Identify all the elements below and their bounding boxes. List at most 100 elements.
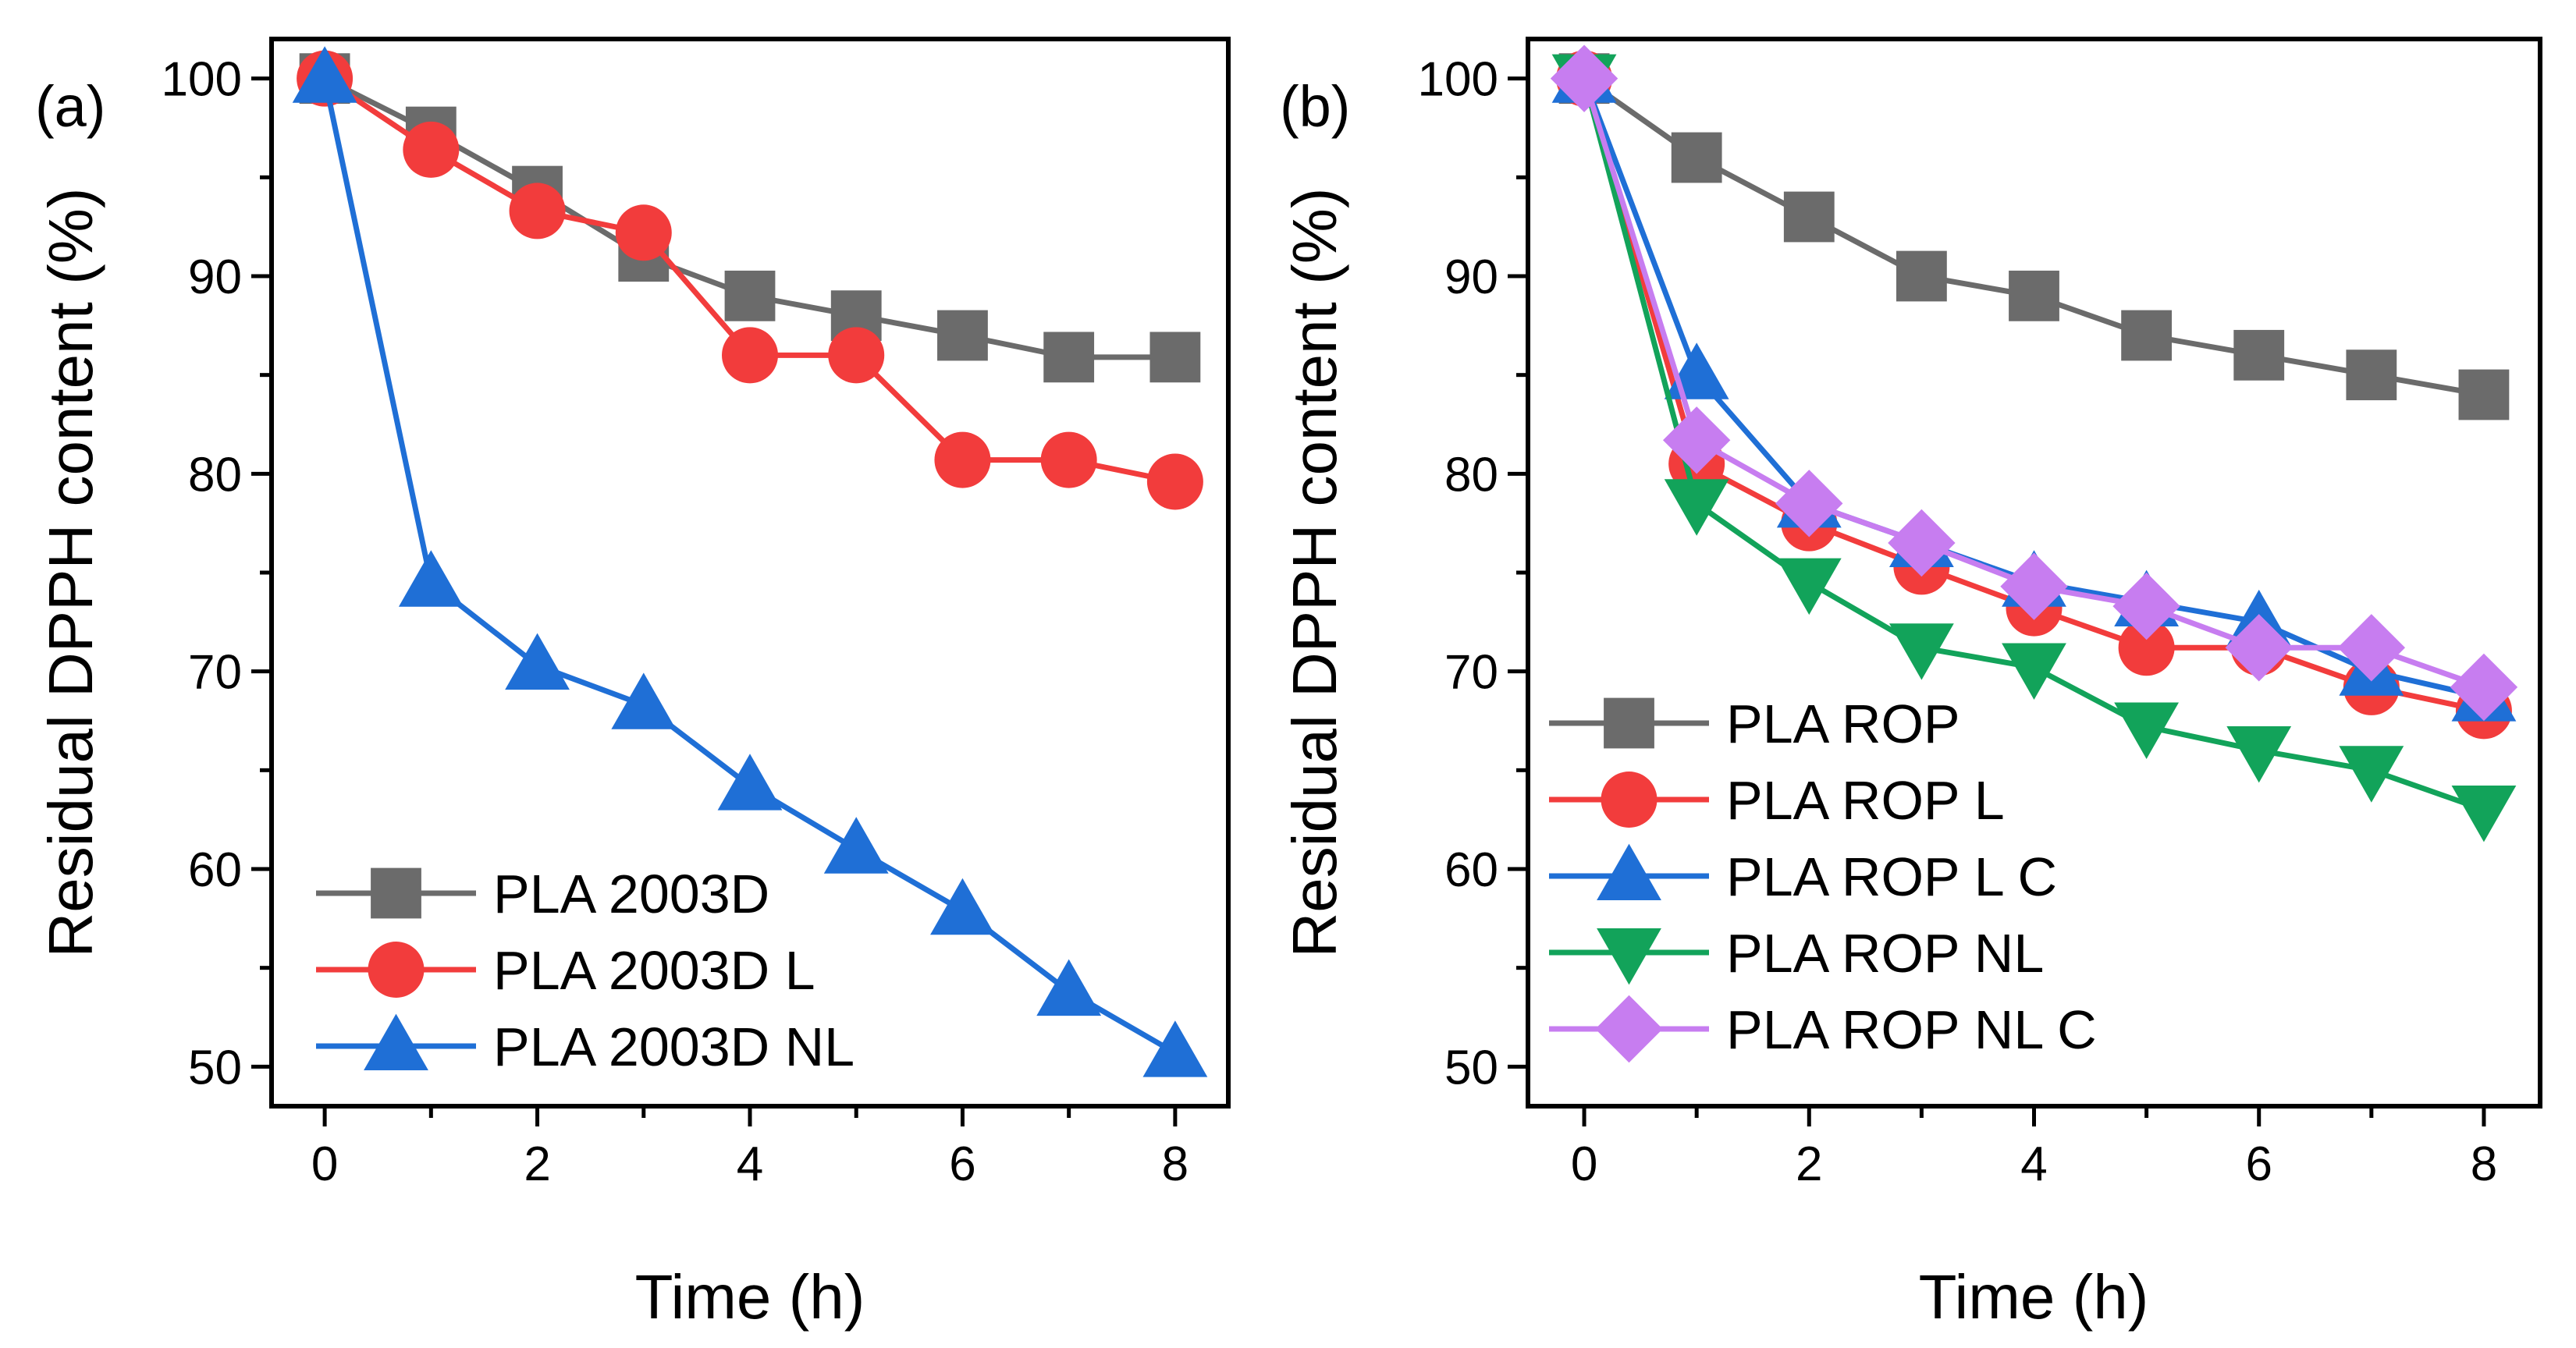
panel-label-a: (a) <box>35 74 105 139</box>
legend-label-b-3: PLA ROP NL <box>1726 923 2044 984</box>
y-tick-label: 70 <box>188 646 242 700</box>
y-axis-label-a: Residual DPPH content (%) <box>36 187 105 957</box>
data-point-b-4-3 <box>1888 509 1956 577</box>
x-tick-label: 8 <box>1162 1137 1189 1191</box>
data-point-a-0-7 <box>1043 332 1095 383</box>
y-axis-label-b: Residual DPPH content (%) <box>1280 187 1349 957</box>
panel-label-b: (b) <box>1280 74 1350 139</box>
legend-marker-b-3 <box>1597 928 1661 985</box>
x-tick-label: 6 <box>949 1137 975 1191</box>
data-point-a-2-5 <box>823 817 889 874</box>
x-tick-label: 4 <box>737 1137 763 1191</box>
x-axis-label-b: Time (h) <box>1919 1262 2149 1332</box>
legend-label-b-2: PLA ROP L C <box>1726 846 2057 907</box>
y-tick-label: 90 <box>1444 250 1498 304</box>
y-tick-label: 50 <box>188 1041 242 1094</box>
x-tick-label: 6 <box>2245 1137 2272 1191</box>
legend-marker-a-2 <box>364 1013 428 1071</box>
legend-a: PLA 2003D PLA 2003D L PLA 2003D NL <box>316 864 855 1077</box>
data-point-b-4-8 <box>2450 653 2518 722</box>
data-point-b-4-1 <box>1662 406 1731 474</box>
data-point-b-3-8 <box>2451 785 2517 842</box>
axes-ticks-a: 0 2 4 6 8 50 60 70 80 90 100 <box>162 53 1189 1191</box>
x-tick-label: 8 <box>2471 1137 2497 1191</box>
data-point-b-3-2 <box>1776 558 1842 615</box>
x-tick-label: 2 <box>524 1137 550 1191</box>
data-point-a-2-4 <box>717 754 783 811</box>
data-point-a-2-1 <box>398 550 464 607</box>
data-point-b-0-8 <box>2458 369 2510 420</box>
data-point-b-0-7 <box>2346 349 2397 401</box>
data-point-b-3-1 <box>1664 479 1729 536</box>
x-tick-label: 2 <box>1796 1137 1822 1191</box>
data-point-b-3-5 <box>2114 702 2180 759</box>
series-line-b-0 <box>1583 76 2485 398</box>
x-axis-label-a: Time (h) <box>635 1262 865 1332</box>
data-point-a-2-2 <box>505 633 570 690</box>
data-point-a-2-3 <box>611 672 677 729</box>
legend-marker-b-0 <box>1604 697 1654 749</box>
data-point-a-2-6 <box>930 878 995 935</box>
data-point-b-4-6 <box>2225 614 2293 682</box>
y-tick-label: 80 <box>1444 448 1498 502</box>
data-point-b-4-7 <box>2337 614 2406 682</box>
data-point-b-0-5 <box>2121 310 2173 361</box>
data-point-b-1-5 <box>2118 619 2175 676</box>
data-point-a-2-7 <box>1036 959 1102 1016</box>
data-point-a-0-8 <box>1149 332 1201 383</box>
y-tick-label: 90 <box>188 250 242 304</box>
data-point-b-0-1 <box>1671 132 1722 183</box>
series-layer-a <box>292 46 1208 1077</box>
legend-marker-b-2 <box>1597 843 1661 901</box>
data-point-b-0-6 <box>2233 329 2285 381</box>
data-point-a-1-6 <box>934 431 991 488</box>
data-point-b-4-0 <box>1550 44 1618 112</box>
y-tick-label: 100 <box>1418 53 1498 107</box>
legend-label-a-0: PLA 2003D <box>493 864 769 924</box>
data-point-b-0-2 <box>1783 191 1835 243</box>
y-tick-label: 100 <box>162 53 242 107</box>
data-point-a-2-8 <box>1142 1020 1208 1077</box>
data-point-b-3-4 <box>2002 643 2066 700</box>
legend-marker-b-1 <box>1601 772 1658 828</box>
data-point-b-4-4 <box>2000 552 2068 620</box>
data-point-b-0-3 <box>1896 250 1947 302</box>
y-tick-label: 50 <box>1444 1041 1498 1094</box>
axes-ticks-b: 0 2 4 6 8 50 60 70 80 90 100 <box>1418 53 2498 1191</box>
data-point-a-1-3 <box>615 204 672 261</box>
data-point-a-1-5 <box>828 327 885 384</box>
y-tick-label: 60 <box>1444 843 1498 897</box>
legend-marker-a-0 <box>371 867 421 919</box>
data-point-a-0-4 <box>724 270 776 321</box>
data-point-a-1-4 <box>722 327 778 384</box>
x-tick-label: 0 <box>311 1137 338 1191</box>
data-point-b-4-2 <box>1775 470 1843 537</box>
legend-label-b-4: PLA ROP NL C <box>1726 999 2097 1060</box>
data-point-a-1-7 <box>1040 431 1097 488</box>
x-tick-label: 4 <box>2020 1137 2047 1191</box>
legend-marker-b-4 <box>1595 995 1663 1063</box>
data-point-a-1-2 <box>509 183 566 239</box>
data-point-b-4-5 <box>2112 572 2180 640</box>
y-tick-label: 60 <box>188 843 242 897</box>
legend-marker-a-1 <box>368 942 425 998</box>
data-point-a-1-1 <box>403 121 460 178</box>
y-tick-label: 70 <box>1444 646 1498 700</box>
legend-label-a-1: PLA 2003D L <box>493 940 815 1001</box>
x-tick-label: 0 <box>1571 1137 1597 1191</box>
data-point-a-1-8 <box>1146 453 1203 510</box>
data-point-b-3-7 <box>2339 746 2404 803</box>
data-point-a-2-0 <box>292 46 357 103</box>
data-point-b-0-4 <box>2009 270 2059 321</box>
legend-b: PLA ROP PLA ROP L PLA ROP L C PLA ROP NL PLA… <box>1549 694 2097 1063</box>
data-point-b-3-3 <box>1888 623 1954 680</box>
y-tick-label: 80 <box>188 448 242 502</box>
series-layer-b <box>1550 44 2518 842</box>
legend-label-a-2: PLA 2003D NL <box>493 1016 855 1077</box>
data-point-b-3-6 <box>2226 725 2292 783</box>
legend-label-b-1: PLA ROP L <box>1726 770 2005 831</box>
data-point-a-0-6 <box>937 310 988 361</box>
